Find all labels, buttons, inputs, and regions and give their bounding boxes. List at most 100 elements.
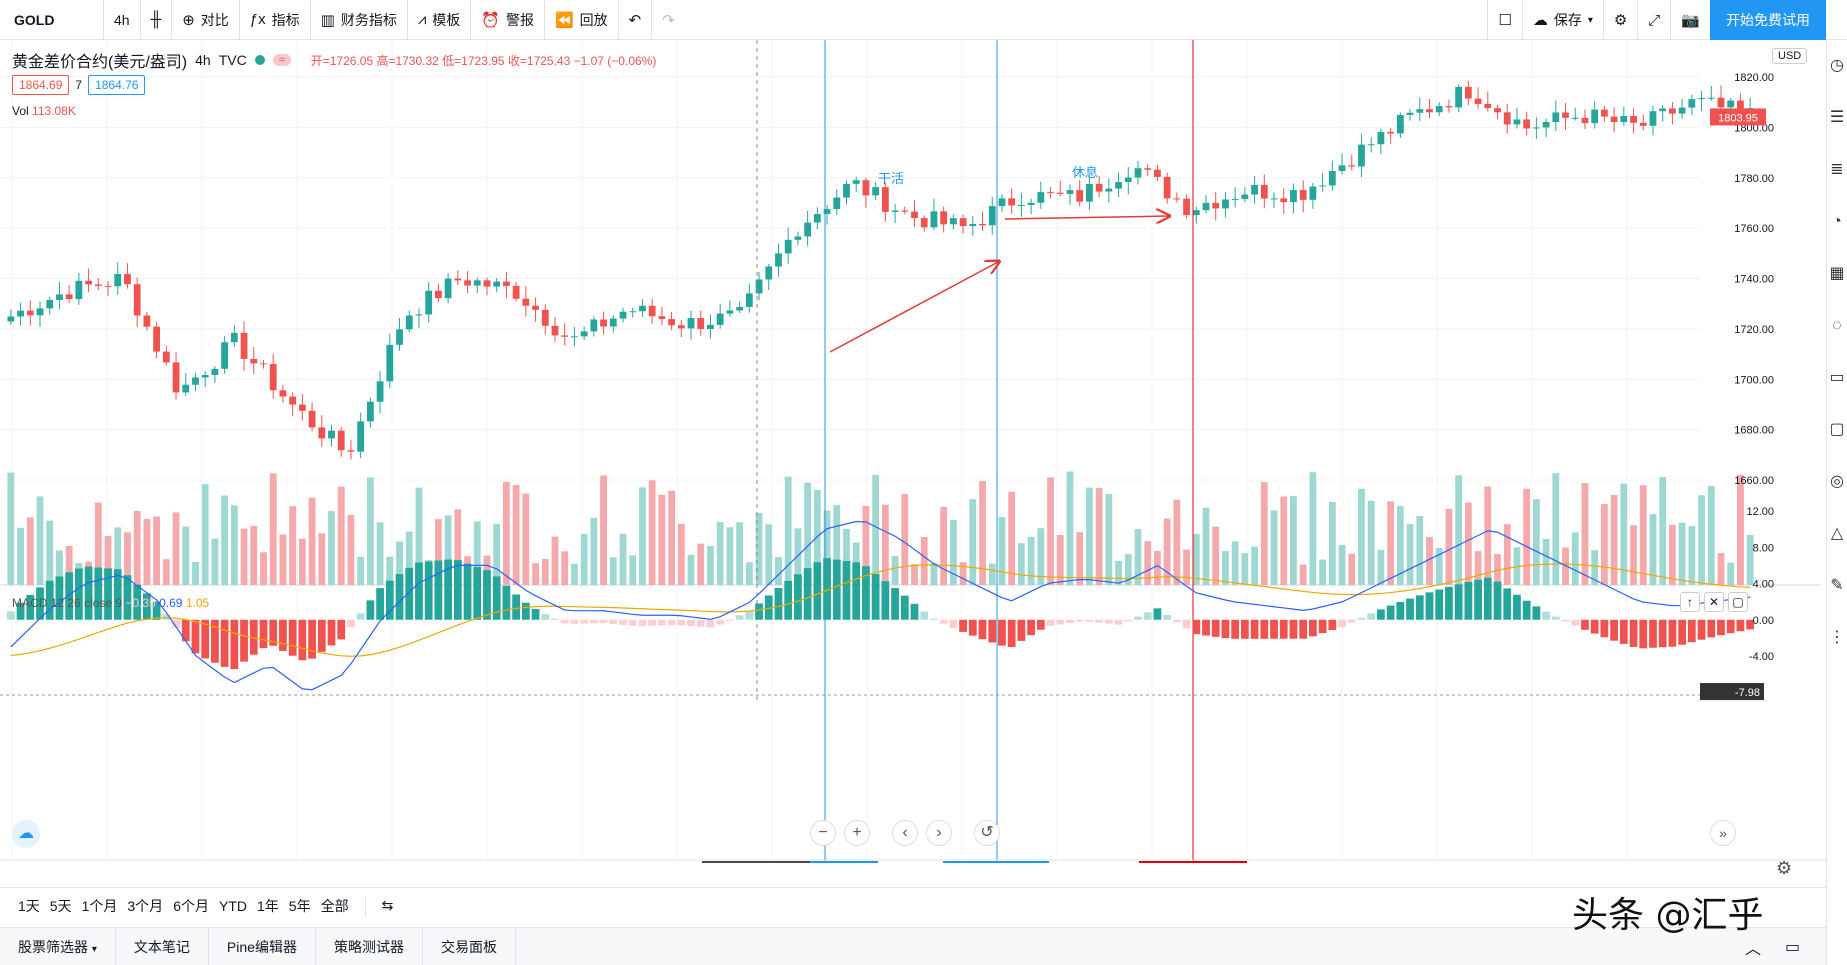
candle-body [366,401,374,422]
macd-histogram-bar [900,595,909,620]
candle-body [959,218,967,227]
save-button[interactable]: ☁ 保存 ▾ [1521,0,1603,40]
arrow-up-icon[interactable]: ↑ [1680,592,1700,612]
macd-histogram-bar [211,619,219,663]
bulb-icon[interactable]: ◌ [1832,317,1842,334]
macd-histogram-bar [1231,619,1240,639]
macd-histogram-bar [113,569,122,620]
candle-body [85,280,92,285]
clock-icon[interactable]: ◷ [1830,57,1844,74]
goto-date-icon[interactable]: ⇆ [381,897,394,913]
bid-price[interactable]: 1864.69 [12,75,70,95]
volume-bar [503,481,510,585]
currency-label[interactable]: USD [1772,48,1808,64]
redo-button[interactable]: ↷ [652,0,685,40]
templates-button[interactable]: ⩘ 模板 [408,0,472,40]
bell-icon[interactable]: △ [1830,525,1844,542]
scroll-to-realtime-icon[interactable]: » [1710,820,1736,846]
alert-button[interactable]: ⏰ 警报 [471,0,545,40]
collapse-icon[interactable]: ︿ [1745,940,1762,958]
candle-body [493,281,501,287]
candle-body [609,318,617,327]
range-5d[interactable]: 5天 [49,897,72,914]
macd-histogram-bar [1746,619,1755,630]
interval-selector[interactable]: 4h [104,0,141,40]
reset-icon[interactable]: ↺ [974,820,1000,846]
range-1d[interactable]: 1天 [18,897,40,914]
macd-histogram-bar [327,619,336,646]
chart-area[interactable]: 1820.00 1800.00 1780.00 1760.00 1740.00 1720.… [0,40,1826,878]
range-1m[interactable]: 1个月 [81,897,118,914]
zoom-out-icon[interactable]: − [810,820,836,846]
macd-histogram-bar [1143,612,1152,620]
broadcast-icon[interactable]: ◎ [1830,473,1844,490]
candle-body [940,211,948,225]
tab-stock-screener[interactable]: 股票筛选器 ▾ [0,927,116,965]
volume-bar [230,505,238,585]
chart-nav-buttons: − + ‹ › ↺ [810,820,1000,846]
dots-icon[interactable]: ⋮ [1829,629,1845,646]
undo-button[interactable]: ↶ [619,0,653,40]
volume-bar [600,475,607,585]
settings-button[interactable]: ⚙ [1602,0,1637,40]
list-icon-2[interactable]: ≣ [1830,161,1844,178]
macd-histogram-bar [1697,619,1706,640]
fullscreen-button[interactable]: ⤢ [1637,0,1670,40]
tradingview-logo-icon[interactable]: ☁ [12,820,40,848]
chart-type-button[interactable]: ╫ [141,0,173,40]
tab-strategy-tester[interactable]: 策略测试器 [316,927,423,965]
volume-bar [755,512,763,585]
macd-histogram-bar [764,595,773,620]
range-1y[interactable]: 1年 [256,897,279,914]
chat-icon[interactable]: ▭ [1829,369,1845,386]
chart-canvas[interactable]: 1820.001800.001780.001760.001740.001720.… [0,40,1826,863]
volume-bar [775,557,782,585]
range-all[interactable]: 全部 [320,897,349,914]
indicators-button[interactable]: ƒx 指标 [240,0,311,40]
message-icon[interactable]: ▢ [1829,421,1845,438]
volume-bar [36,496,44,585]
list-icon[interactable]: ☰ [1829,109,1845,126]
candle-body [532,305,539,310]
range-5y[interactable]: 5年 [288,897,311,914]
range-ytd[interactable]: YTD [218,897,247,914]
scroll-left-icon[interactable]: ‹ [892,820,918,846]
free-trial-button[interactable]: 开始免费试用 [1710,0,1826,40]
tab-pine-editor[interactable]: Pine编辑器 [209,927,316,965]
ask-price[interactable]: 1864.76 [88,75,146,95]
pencil-icon[interactable]: ✎ [1830,577,1844,594]
financials-button[interactable]: ▥ 财务指标 [311,0,408,40]
tab-text-notes[interactable]: 文本笔记 [116,927,209,965]
range-3m[interactable]: 3个月 [127,897,164,914]
volume-bar [308,497,316,585]
volume-bar [1387,501,1395,585]
axis-settings-icon[interactable]: ⚙ [1776,858,1793,878]
candle-body [522,298,530,306]
volume-bar [988,563,996,585]
symbol-search[interactable]: GOLD [0,0,104,40]
close-icon[interactable]: ✕ [1704,592,1724,612]
volume-bar [1047,477,1054,585]
replay-button[interactable]: ⏪ 回放 [545,0,619,40]
candle-body [503,281,510,286]
scroll-right-icon[interactable]: › [926,820,952,846]
window-icon[interactable]: ▭ [1785,938,1801,956]
maximize-icon[interactable]: ▢ [1728,592,1748,612]
delayed-badge[interactable]: ≈ [272,54,291,66]
volume-bar [318,533,326,585]
pie-icon[interactable]: ◔ [1832,213,1842,230]
macd-histogram-bar [1522,600,1531,620]
candle-body [668,319,675,326]
macd-histogram-bar [347,619,355,628]
snapshot-button[interactable]: 📷 [1670,0,1710,40]
compare-button[interactable]: ⊕ 对比 [172,0,240,40]
volume-bar [707,545,714,585]
macd-histogram-bar [1736,619,1745,632]
calendar-icon[interactable]: ▦ [1829,265,1845,282]
zoom-in-icon[interactable]: + [844,820,870,846]
range-6m[interactable]: 6个月 [173,897,209,914]
layout-button[interactable]: ☐ [1487,0,1521,40]
tab-trading-panel[interactable]: 交易面板 [423,927,516,965]
volume-bar [104,535,112,585]
volume-bar [1542,538,1550,585]
